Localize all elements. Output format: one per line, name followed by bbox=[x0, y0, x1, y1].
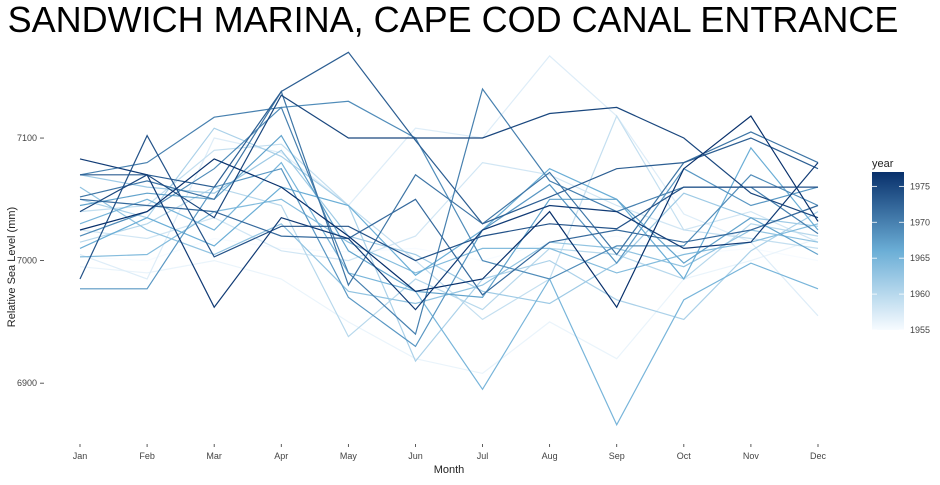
legend-tick-label: 1975 bbox=[910, 181, 930, 191]
series-line-1976 bbox=[79, 158, 819, 311]
series-line-1957 bbox=[79, 55, 819, 317]
x-tick-label: Apr bbox=[274, 451, 288, 461]
y-tick-label: 6900 bbox=[17, 378, 37, 388]
legend-tick-label: 1970 bbox=[910, 217, 930, 227]
legend-ticks: 1955 1960 1965 1970 1975 bbox=[872, 181, 930, 335]
x-tick-label: Feb bbox=[139, 451, 155, 461]
series-line-1961 bbox=[79, 127, 819, 363]
series-line-1956 bbox=[79, 237, 819, 375]
x-tick-label: Jan bbox=[73, 451, 88, 461]
series-line-1959 bbox=[79, 114, 819, 321]
x-tick-label: May bbox=[340, 451, 358, 461]
series-line-1962 bbox=[79, 149, 819, 305]
legend: year 1955 1960 1965 1970 1975 bbox=[872, 158, 930, 335]
series-line-1964 bbox=[79, 198, 819, 274]
y-tick-label: 7100 bbox=[17, 133, 37, 143]
series-line-1963 bbox=[79, 186, 819, 305]
series-line-1975 bbox=[79, 94, 819, 219]
series-line-1955 bbox=[79, 235, 819, 262]
legend-tick-label: 1955 bbox=[910, 325, 930, 335]
series-line-1973 bbox=[80, 51, 819, 225]
series-line-1968 bbox=[80, 167, 819, 348]
legend-tick-label: 1960 bbox=[910, 289, 930, 299]
legend-title: year bbox=[872, 158, 894, 170]
series-line-1977 bbox=[79, 115, 819, 309]
y-tick-label: 7000 bbox=[17, 256, 37, 266]
series-line-1965 bbox=[79, 161, 819, 427]
x-tick-label: Sep bbox=[609, 451, 625, 461]
series-lines bbox=[79, 51, 819, 427]
y-axis: 6900 7000 7100 bbox=[17, 133, 44, 388]
legend-colorbar bbox=[872, 172, 904, 330]
y-axis-title: Relative Sea Level (mm) bbox=[6, 207, 18, 327]
series-line-1974 bbox=[79, 134, 818, 280]
x-tick-label: Jun bbox=[408, 451, 423, 461]
series-line-1966 bbox=[79, 146, 819, 281]
x-tick-label: Mar bbox=[206, 451, 222, 461]
series-line-1967 bbox=[79, 134, 819, 299]
x-tick-label: Aug bbox=[542, 451, 558, 461]
legend-tick-label: 1965 bbox=[910, 253, 930, 263]
x-axis: Jan Feb Mar Apr May Jun Jul Aug Sep Oct Nov Dec bbox=[73, 444, 827, 461]
x-tick-label: Oct bbox=[677, 451, 692, 461]
chart-title: SANDWICH MARINA, CAPE COD CANAL ENTRANCE bbox=[8, 0, 899, 40]
x-axis-title: Month bbox=[434, 464, 465, 476]
series-line-1970 bbox=[79, 87, 819, 336]
x-tick-label: Dec bbox=[810, 451, 827, 461]
series-line-1971 bbox=[79, 90, 819, 287]
x-tick-label: Nov bbox=[743, 451, 760, 461]
x-tick-label: Jul bbox=[477, 451, 489, 461]
